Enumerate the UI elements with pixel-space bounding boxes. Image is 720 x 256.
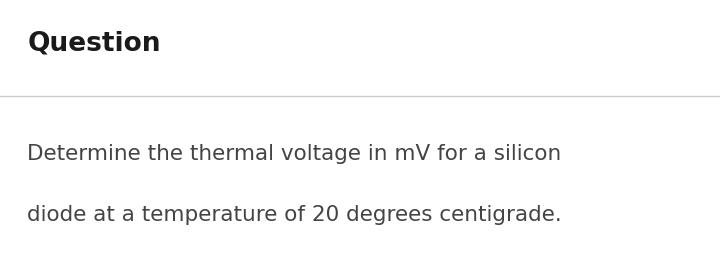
Text: Determine the thermal voltage in mV for a silicon: Determine the thermal voltage in mV for … [27, 144, 562, 164]
Text: diode at a temperature of 20 degrees centigrade.: diode at a temperature of 20 degrees cen… [27, 205, 562, 225]
Text: Question: Question [27, 30, 161, 57]
